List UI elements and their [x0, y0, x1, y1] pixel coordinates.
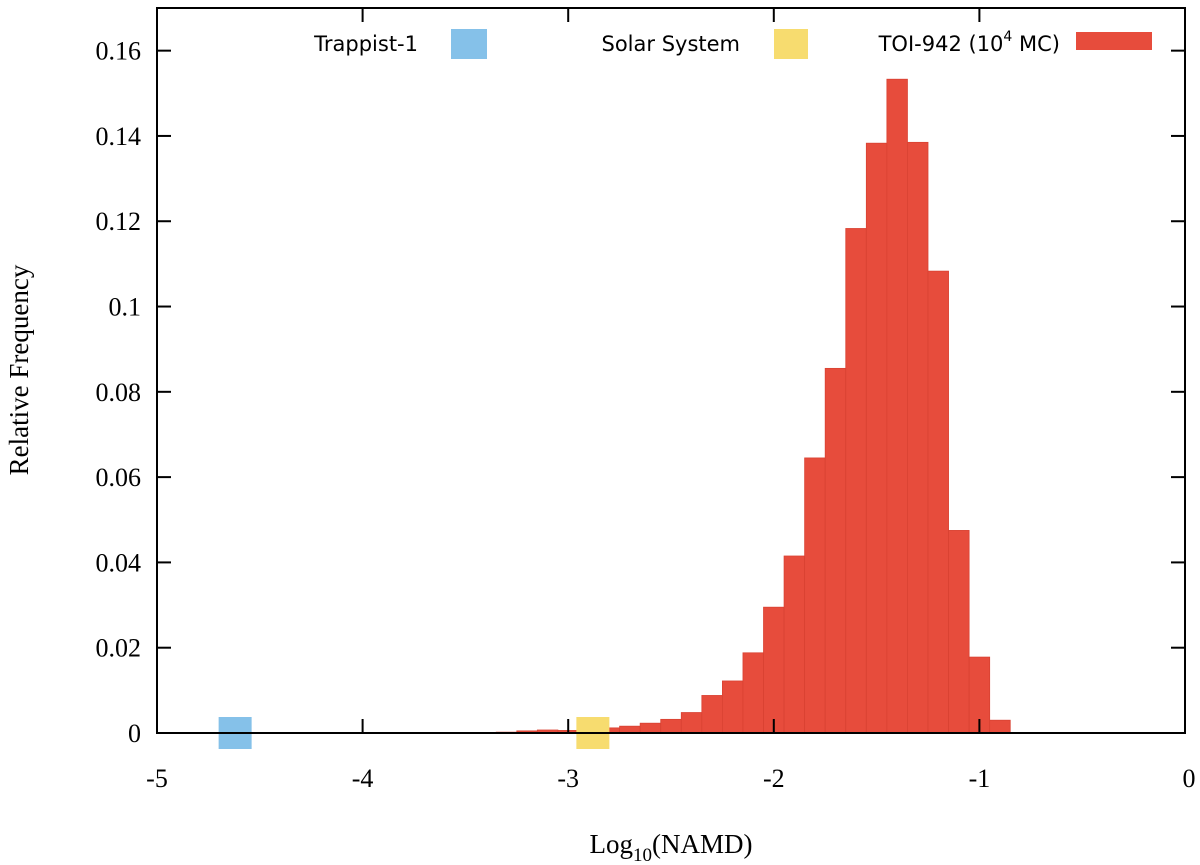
x-axis-title-main: Log	[590, 829, 634, 859]
legend-label-toi-942-main: TOI-942 (10	[878, 32, 1004, 56]
histogram-bar	[783, 555, 806, 734]
y-tick-label: 0.16	[96, 37, 142, 66]
histogram-bar	[845, 228, 867, 734]
histogram-bar	[865, 142, 888, 734]
legend-swatch-trappist	[451, 29, 487, 59]
legend-swatch-solar-system	[774, 29, 808, 59]
x-axis-ticks: -5 -4 -3 -2 -1 0	[146, 8, 1196, 793]
histogram-bar	[989, 719, 1011, 734]
y-tick-label: 0	[128, 719, 141, 748]
histogram-bar	[907, 141, 929, 734]
y-tick-label: 0.02	[96, 634, 142, 663]
histogram-bar	[742, 652, 764, 734]
histogram-bar	[660, 718, 682, 734]
legend-label-toi-942-sup: 4	[1003, 29, 1012, 45]
x-tick-label: -4	[352, 764, 374, 793]
histogram-bar	[763, 606, 785, 734]
histogram-bar	[701, 695, 723, 734]
histogram-bar	[804, 457, 826, 734]
y-tick-label: 0.1	[109, 293, 142, 322]
x-tick-label: -3	[557, 764, 579, 793]
legend-label-toi-942: TOI-942 (104 MC)	[878, 29, 1060, 56]
y-tick-label: 0.14	[96, 122, 142, 151]
x-axis-title-suffix: (NAMD)	[652, 829, 753, 859]
x-tick-label: -5	[146, 764, 168, 793]
y-tick-label: 0.04	[96, 548, 142, 577]
histogram-bar	[927, 270, 949, 734]
x-axis-title-subscript: 10	[633, 845, 652, 865]
plot-frame	[156, 7, 1186, 734]
legend-label-trappist: Trappist-1	[313, 32, 418, 56]
histogram-bar	[722, 680, 744, 734]
histogram-bars	[351, 78, 1011, 734]
histogram-bar	[886, 78, 908, 734]
y-axis-title: Relative Frequency	[4, 264, 34, 475]
legend: Trappist-1 Solar System TOI-942 (104 MC)	[313, 29, 1152, 59]
histogram-bar	[639, 722, 662, 734]
y-tick-label: 0.08	[96, 378, 142, 407]
legend-label-solar-system: Solar System	[602, 32, 741, 56]
legend-label-toi-942-suffix: MC)	[1012, 32, 1060, 56]
x-tick-label: 0	[1183, 764, 1196, 793]
histogram-bar	[948, 530, 970, 734]
x-axis-title: Log10(NAMD)	[590, 829, 753, 865]
histogram-bar	[824, 367, 847, 734]
y-tick-label: 0.12	[96, 207, 142, 236]
y-tick-label: 0.06	[96, 463, 142, 492]
x-tick-label: -1	[969, 764, 991, 793]
legend-swatch-toi-942	[1076, 32, 1152, 50]
histogram-bar	[680, 712, 703, 734]
y-axis-ticks: 0 0.02 0.04 0.06 0.08 0.1 0.12 0.14 0.16	[96, 37, 1185, 748]
histogram-bar	[619, 725, 641, 734]
reference-markers	[157, 717, 1185, 749]
x-tick-label: -2	[763, 764, 785, 793]
